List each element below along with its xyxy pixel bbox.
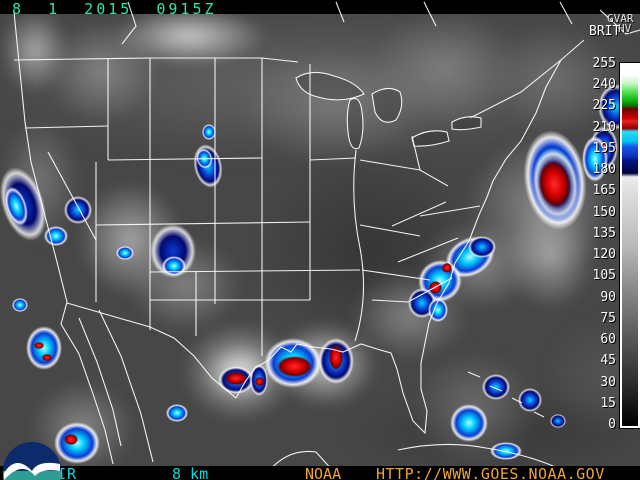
url-label: HTTP://WWW.GOES.NOAA.GOV: [376, 465, 605, 480]
noaa-logo-icon: [3, 442, 61, 480]
colorbar-tick-label: 120: [592, 247, 616, 263]
colorbar-tick-label: 60: [600, 332, 616, 348]
colorbar-tick-label: 210: [592, 119, 616, 135]
colorbar-corner-text2: HV: [618, 22, 632, 35]
storm-cell: [26, 326, 62, 370]
colorbar-tick-label: 90: [600, 289, 616, 305]
brightness-colorbar: [620, 63, 640, 428]
datetime-label: 8 1 2015 0915Z: [12, 0, 217, 18]
storm-core: [42, 354, 52, 361]
colorbar-tick-label: 135: [592, 225, 616, 241]
colorbar-tick-label: 0: [608, 417, 616, 432]
colorbar-tick-label: 195: [592, 140, 616, 156]
storm-core: [34, 342, 44, 349]
colorbar-ticks: 255 240 225 210 195 180 165 150 135 120 105 90 75 60 4…: [584, 0, 616, 480]
colorbar-tick-label: 45: [600, 353, 616, 369]
colorbar-tick-label: 180: [592, 162, 616, 178]
colorbar-tick-label: 255: [592, 56, 616, 71]
agency-label: NOAA: [305, 465, 342, 480]
colorbar-tick-label: 165: [592, 183, 616, 199]
storm-cell: [550, 414, 566, 428]
colorbar-tick-label: 15: [600, 395, 616, 411]
colorbar-tick-label: 225: [592, 98, 616, 114]
colorbar-tick-label: 105: [592, 268, 616, 284]
colorbar-tick-label: 30: [600, 374, 616, 390]
colorbar-tick-label: 240: [592, 77, 616, 93]
storm-cell: [12, 298, 28, 312]
colorbar-tick-label: 150: [592, 204, 616, 220]
resolution-label: 8 km: [172, 465, 209, 480]
colorbar-tick-label: 75: [600, 310, 616, 326]
